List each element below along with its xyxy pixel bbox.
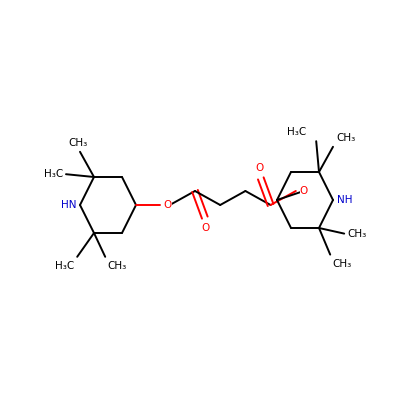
Text: O: O — [202, 222, 210, 232]
Text: O: O — [164, 200, 172, 210]
Text: CH₃: CH₃ — [347, 228, 366, 238]
Text: HN: HN — [60, 200, 76, 210]
Text: H₃C: H₃C — [44, 169, 63, 179]
Text: O: O — [256, 163, 264, 174]
Text: CH₃: CH₃ — [68, 138, 88, 148]
Text: H₃C: H₃C — [55, 261, 74, 271]
Text: H₃C: H₃C — [287, 127, 306, 137]
Text: CH₃: CH₃ — [332, 259, 352, 269]
Text: CH₃: CH₃ — [336, 133, 355, 143]
Text: CH₃: CH₃ — [107, 261, 126, 271]
Text: O: O — [300, 186, 308, 196]
Text: NH: NH — [337, 195, 352, 205]
